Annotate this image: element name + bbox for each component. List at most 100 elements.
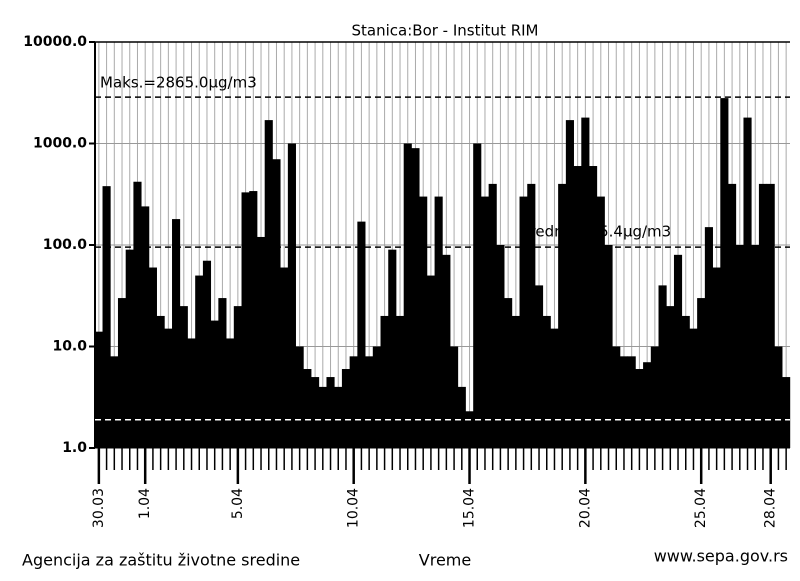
bar xyxy=(519,196,528,448)
bar xyxy=(357,221,366,448)
bar xyxy=(403,143,412,448)
bar xyxy=(720,98,729,448)
bar xyxy=(210,320,219,448)
bar xyxy=(218,298,227,448)
bar xyxy=(156,315,165,448)
bar xyxy=(326,377,335,448)
bar xyxy=(419,196,428,448)
bar xyxy=(496,245,505,448)
bar xyxy=(380,315,389,448)
bar xyxy=(179,306,188,448)
bar xyxy=(704,227,713,448)
bar xyxy=(465,411,474,448)
bar xyxy=(442,254,451,448)
bar xyxy=(341,369,351,448)
bar xyxy=(94,331,103,448)
bar xyxy=(774,346,783,448)
bar xyxy=(558,183,567,448)
bar xyxy=(527,183,536,448)
bar xyxy=(141,206,150,448)
bar xyxy=(604,245,613,448)
bar xyxy=(311,377,320,448)
bar xyxy=(256,236,266,448)
bar xyxy=(681,315,690,448)
bar xyxy=(782,377,791,448)
y-tick-label: 10.0 xyxy=(52,339,87,355)
bar xyxy=(550,328,559,448)
bar xyxy=(295,346,304,448)
bar xyxy=(534,285,544,448)
bar xyxy=(395,315,405,448)
bar xyxy=(697,298,706,448)
bar xyxy=(388,249,397,448)
bar xyxy=(233,306,242,448)
bar xyxy=(751,245,760,448)
x-tick-label: 15.04 xyxy=(462,488,478,528)
x-tick-label: 30.03 xyxy=(91,488,107,528)
bar xyxy=(666,306,675,448)
bar xyxy=(712,267,721,448)
bar xyxy=(542,315,551,448)
bar xyxy=(372,346,381,448)
y-tick-label: 10000.0 xyxy=(23,34,87,50)
footer-right: www.sepa.gov.rs xyxy=(654,547,788,566)
bar xyxy=(480,196,490,448)
bar xyxy=(735,245,744,448)
bar xyxy=(627,356,636,448)
bar xyxy=(743,117,752,448)
bar xyxy=(249,191,258,449)
bar xyxy=(172,219,181,448)
bar xyxy=(164,328,173,448)
bar xyxy=(148,267,157,448)
bar xyxy=(195,275,204,448)
bar xyxy=(303,369,312,448)
bar xyxy=(125,249,134,448)
bar xyxy=(133,181,142,448)
x-tick-label: 25.04 xyxy=(693,488,709,528)
bar xyxy=(504,298,513,448)
bar xyxy=(365,356,374,448)
bar xyxy=(434,196,443,448)
bar xyxy=(117,298,127,448)
bar xyxy=(488,183,497,448)
y-tick-label: 1.0 xyxy=(62,440,87,456)
bar xyxy=(280,267,289,448)
x-tick-label: 5.04 xyxy=(230,488,246,519)
bar xyxy=(658,285,667,448)
bar xyxy=(619,356,629,448)
bar xyxy=(226,338,235,448)
bar xyxy=(673,254,683,448)
bar xyxy=(411,148,420,448)
x-tick-label: 10.04 xyxy=(346,488,362,528)
bar xyxy=(643,362,652,448)
reference-label: Maks.=2865.0µg/m3 xyxy=(100,74,257,92)
bar xyxy=(110,356,119,448)
x-tick-label: 1.04 xyxy=(137,488,153,519)
bar xyxy=(511,315,520,448)
y-tick-label: 100.0 xyxy=(43,237,88,253)
bar xyxy=(581,117,590,448)
x-tick-label: 28.04 xyxy=(763,488,779,528)
bar xyxy=(287,143,296,448)
bar xyxy=(187,338,196,448)
bar xyxy=(650,346,659,448)
bar xyxy=(589,166,598,449)
bar xyxy=(565,120,574,448)
x-axis-label: Vreme xyxy=(419,551,471,570)
footer-left: Agencija za zaštitu životne sredine xyxy=(22,551,300,570)
bar xyxy=(318,386,327,448)
bar xyxy=(264,120,273,448)
bar xyxy=(473,143,482,448)
bar xyxy=(689,328,698,448)
y-tick-label: 1000.0 xyxy=(33,136,87,152)
bar xyxy=(457,386,466,448)
reference-label: Srednja=95.4µg/m3 xyxy=(520,223,671,241)
bar xyxy=(334,386,343,448)
bar xyxy=(450,346,459,448)
bar xyxy=(426,275,435,448)
bar xyxy=(728,183,737,448)
bar xyxy=(635,369,644,448)
x-tick-label: 20.04 xyxy=(577,488,593,528)
